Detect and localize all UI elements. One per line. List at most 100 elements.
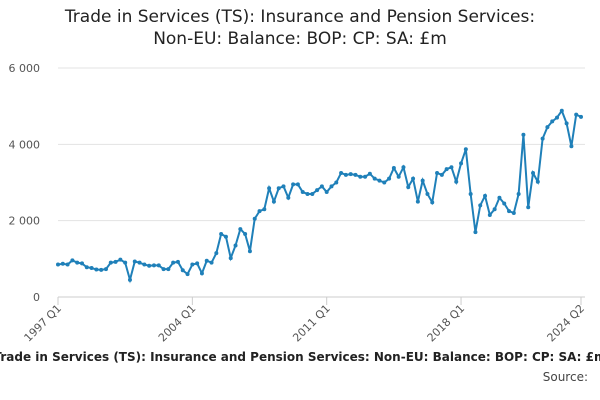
point: [444, 167, 449, 172]
point: [195, 261, 200, 266]
point: [454, 179, 459, 184]
point: [363, 174, 368, 179]
point: [579, 114, 583, 119]
point: [324, 190, 329, 195]
point: [559, 108, 564, 113]
point: [430, 200, 435, 205]
point: [473, 230, 478, 235]
point: [228, 256, 233, 261]
point: [478, 203, 483, 208]
point: [449, 165, 454, 170]
point: [396, 174, 401, 179]
point: [238, 227, 243, 232]
point: [550, 119, 555, 124]
point: [343, 172, 348, 177]
point: [223, 234, 228, 239]
point: [516, 191, 521, 196]
point: [382, 180, 387, 185]
point: [305, 191, 310, 196]
point: [108, 260, 113, 265]
point: [267, 186, 272, 191]
point: [502, 201, 507, 206]
point: [535, 179, 540, 184]
y-tick-label: 2 000: [9, 215, 41, 228]
point: [540, 136, 545, 141]
point: [315, 188, 320, 193]
chart: 0 2 000 4 000 6 000 1997 Q1 2004 Q1 2011 Q1 201…: [9, 62, 588, 345]
point: [175, 259, 180, 264]
point: [459, 161, 464, 166]
point: [492, 207, 497, 212]
point: [348, 172, 353, 177]
point: [156, 263, 161, 268]
point: [137, 260, 142, 265]
point: [276, 186, 281, 191]
point: [199, 271, 204, 276]
point: [483, 193, 488, 198]
point: [79, 261, 84, 266]
point: [531, 170, 536, 175]
point: [372, 176, 377, 181]
point: [219, 232, 224, 237]
point: [310, 191, 315, 196]
point: [123, 260, 128, 265]
point: [127, 277, 132, 282]
point: [70, 258, 75, 263]
x-tick-label: 2011 Q1: [290, 302, 333, 345]
x-tick-label: 1997 Q1: [22, 302, 65, 345]
point: [233, 243, 238, 248]
point: [507, 209, 512, 214]
x-tick-label: 2018 Q1: [425, 302, 468, 345]
point: [257, 209, 262, 214]
point: [103, 267, 108, 272]
point: [334, 180, 339, 185]
footer-text: Trade in Services (TS): Insurance and Pe…: [0, 350, 600, 364]
point: [161, 267, 166, 272]
line: [57, 108, 582, 284]
chart-title: Trade in Services (TS): Insurance and Pe…: [64, 7, 536, 49]
point: [487, 212, 492, 217]
point: [420, 178, 425, 183]
point: [247, 249, 252, 254]
point: [569, 144, 574, 149]
point: [214, 251, 219, 256]
point: [415, 199, 420, 204]
point: [94, 267, 99, 272]
point: [151, 263, 156, 268]
point: [190, 262, 195, 267]
point: [406, 185, 411, 190]
point: [89, 265, 94, 270]
point: [387, 176, 392, 181]
point: [132, 259, 137, 264]
point: [329, 184, 334, 189]
point: [99, 267, 104, 272]
point: [564, 121, 569, 126]
point: [171, 260, 176, 265]
point: [118, 257, 123, 262]
point: [319, 184, 324, 189]
point: [545, 125, 550, 130]
point: [511, 211, 516, 216]
point: [204, 258, 209, 263]
point: [166, 267, 171, 272]
point: [56, 262, 60, 267]
point: [574, 112, 579, 117]
point: [262, 207, 267, 212]
point: [377, 178, 382, 183]
point: [65, 262, 70, 267]
y-tick-label: 0: [33, 291, 40, 304]
point: [286, 195, 291, 200]
point: [358, 174, 363, 179]
point: [142, 262, 147, 267]
point: [411, 176, 416, 181]
point: [521, 132, 526, 137]
source-label: Source:: [542, 370, 588, 384]
point: [295, 182, 300, 187]
point: [185, 272, 190, 277]
point: [243, 232, 248, 237]
point: [339, 170, 344, 175]
y-tick-label: 4 000: [9, 138, 41, 151]
point: [113, 259, 118, 264]
point: [60, 261, 65, 266]
